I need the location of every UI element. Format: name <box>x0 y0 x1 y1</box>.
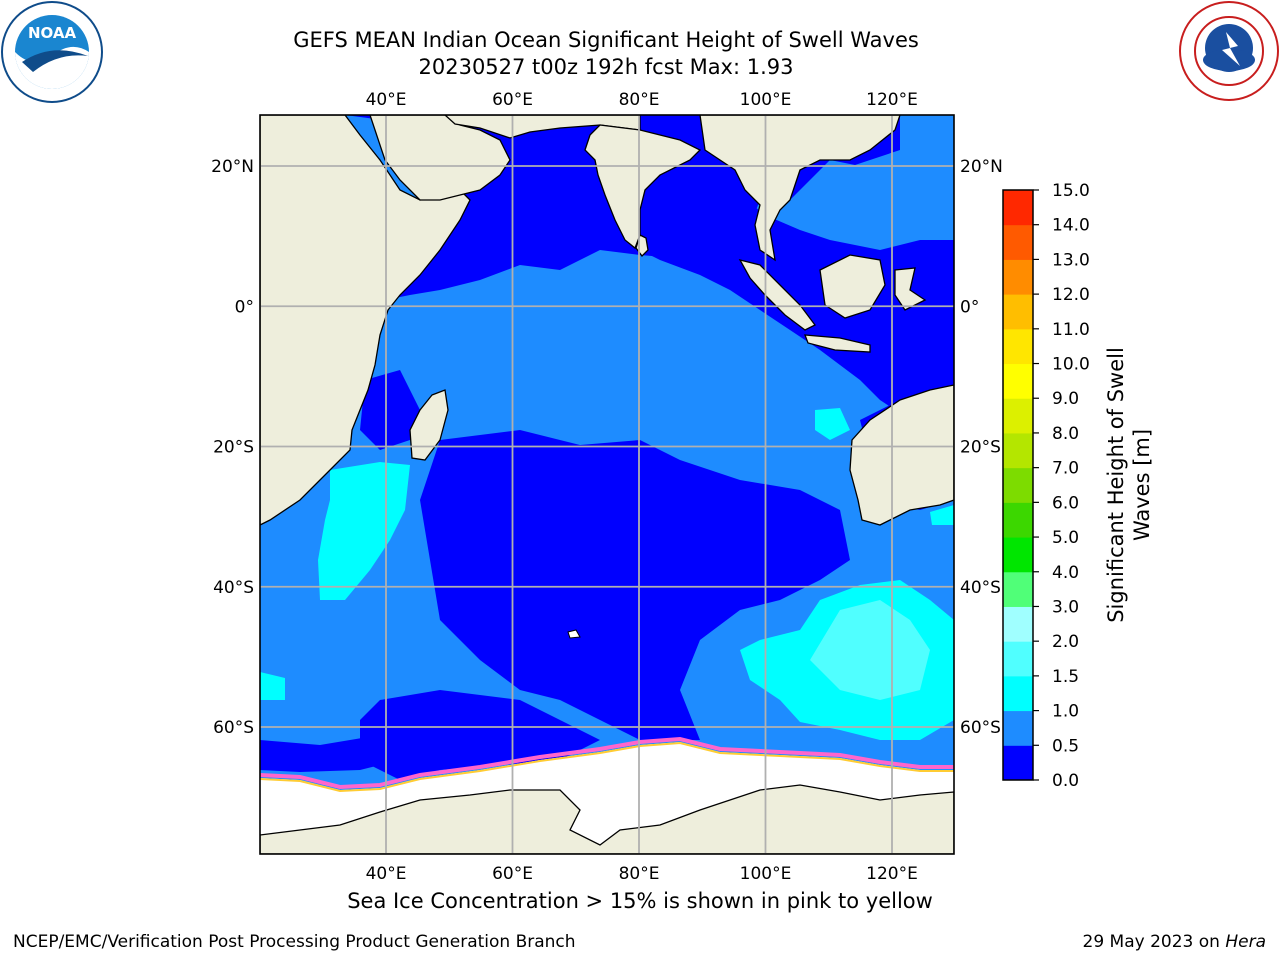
lon-label-bottom: 60°E <box>492 864 533 884</box>
swell-low-south-ring <box>260 720 440 772</box>
colorbar-tick-label: 5.0 <box>1052 528 1079 548</box>
land-sumatra <box>738 259 816 331</box>
swell-medium-far-southwest <box>260 672 285 700</box>
noaa-logo-text: NOAA <box>28 24 77 42</box>
colorbar-swatch <box>1003 606 1033 642</box>
land-australia <box>849 384 954 526</box>
colorbar-label-line1: Significant Height of Swell <box>1104 347 1128 623</box>
lon-label-bottom: 120°E <box>866 864 918 884</box>
colorbar-tick-label: 9.0 <box>1052 389 1079 409</box>
colorbar-tick-label: 8.0 <box>1052 424 1079 444</box>
swell-medium-far-east <box>930 505 954 525</box>
colorbar-swatch <box>1003 363 1033 399</box>
colorbar-tick-label: 0.5 <box>1052 736 1079 756</box>
colorbar-tick-label: 12.0 <box>1052 285 1090 305</box>
map-grid <box>260 115 954 854</box>
colorbar-frame <box>1002 189 1034 781</box>
swell-low-bay-of-bengal <box>640 150 954 420</box>
colorbar-tick-label: 14.0 <box>1052 216 1090 236</box>
noaa-logo: NOAA <box>1 1 103 103</box>
colorbar-swatch <box>1003 537 1033 573</box>
lat-label-left: 40°S <box>213 578 254 598</box>
land-sulawesi <box>894 267 927 311</box>
colorbar-tick-label: 10.0 <box>1052 355 1090 375</box>
colorbar-tick-label: 2.0 <box>1052 632 1079 652</box>
footer-date: 29 May 2023 on Hera <box>1083 932 1267 952</box>
swell-low-west <box>360 370 420 450</box>
sea-ice-edge-pink <box>260 736 954 790</box>
lat-label-left: 20°N <box>211 157 254 177</box>
lon-label-top: 100°E <box>740 90 792 110</box>
colorbar-label-line2: Waves [m] <box>1130 429 1154 541</box>
colorbar-tick-label: 0.0 <box>1052 771 1079 791</box>
colorbar-swatch <box>1003 294 1033 330</box>
map-tick-labels: 40°E 40°E 60°E 60°E 80°E 80°E 100°E 100°E 120°E 1… <box>211 90 1003 884</box>
footer-organization: NCEP/EMC/Verification Post Processing Pr… <box>13 932 576 952</box>
colorbar-swatch <box>1003 675 1033 712</box>
lon-label-top: 120°E <box>866 90 918 110</box>
land-iran <box>444 115 641 139</box>
land-java <box>804 334 871 353</box>
land-antarctica <box>260 784 954 854</box>
colorbar-swatch <box>1003 502 1033 538</box>
colorbar-swatch <box>1003 745 1033 781</box>
map-title: GEFS MEAN Indian Ocean Significant Heigh… <box>293 28 919 52</box>
colorbar-tick-label: 7.0 <box>1052 459 1079 479</box>
lat-label-right: 0° <box>960 297 979 317</box>
lat-label-right: 60°S <box>960 718 1001 738</box>
colorbar-tick-label: 3.0 <box>1052 597 1079 617</box>
swell-high-southeast-patch <box>810 600 930 700</box>
colorbar-swatch <box>1003 190 1033 226</box>
lat-label-left: 0° <box>235 297 254 317</box>
footer-host: Hera <box>1225 932 1266 952</box>
lon-label-top: 40°E <box>366 90 407 110</box>
lat-label-right: 20°S <box>960 438 1001 458</box>
lat-label-right: 20°N <box>960 157 1003 177</box>
land-madagascar <box>409 389 449 461</box>
colorbar-swatch <box>1003 467 1033 503</box>
colorbar-swatch <box>1003 571 1033 607</box>
colorbar-tick-label: 1.5 <box>1052 667 1079 687</box>
swell-medium-west-australia <box>815 408 850 440</box>
colorbar-swatch <box>1003 398 1033 434</box>
sea-ice-edge-yellow <box>260 741 954 793</box>
swell-low-central <box>420 430 850 740</box>
nws-logo <box>1179 1 1279 101</box>
colorbar-tick-label: 11.0 <box>1052 320 1090 340</box>
lon-label-bottom: 40°E <box>366 864 407 884</box>
land <box>260 115 954 854</box>
colorbar-tick-label: 1.0 <box>1052 702 1079 722</box>
map-frame <box>259 114 955 855</box>
colorbar-swatch <box>1003 328 1033 365</box>
colorbar-tick-label: 15.0 <box>1052 181 1090 201</box>
lon-label-top: 60°E <box>492 90 533 110</box>
colorbar-tick-label: 6.0 <box>1052 493 1079 513</box>
colorbar-swatch <box>1003 259 1033 295</box>
lat-label-left: 60°S <box>213 718 254 738</box>
lon-label-top: 80°E <box>619 90 660 110</box>
colorbar-tick-label: 4.0 <box>1052 563 1079 583</box>
lon-label-bottom: 80°E <box>619 864 660 884</box>
colorbar-swatch <box>1003 224 1033 260</box>
colorbar: 0.0 0.5 1.0 1.5 2.0 3.0 4.0 5.0 6.0 7.0 8.0 9.0 10.0… <box>1002 181 1090 791</box>
lat-label-right: 40°S <box>960 578 1001 598</box>
colorbar-swatch <box>1003 432 1033 469</box>
land-borneo <box>819 254 886 319</box>
land-africa <box>260 115 471 526</box>
colorbar-tick-label: 13.0 <box>1052 250 1090 270</box>
colorbar-swatch <box>1003 710 1033 746</box>
colorbar-swatch <box>1003 641 1033 677</box>
sea-ice-caption: Sea Ice Concentration > 15% is shown in … <box>347 889 933 913</box>
swell-medium-southwest <box>318 462 410 600</box>
land-southeast-asia <box>699 115 901 262</box>
lat-label-left: 20°S <box>213 438 254 458</box>
forecast-subtitle: 20230527 t00z 192h fcst Max: 1.93 <box>418 55 794 79</box>
footer-date-text: 29 May 2023 on <box>1082 932 1226 952</box>
land-kerguelen <box>567 629 581 639</box>
lon-label-bottom: 100°E <box>740 864 792 884</box>
